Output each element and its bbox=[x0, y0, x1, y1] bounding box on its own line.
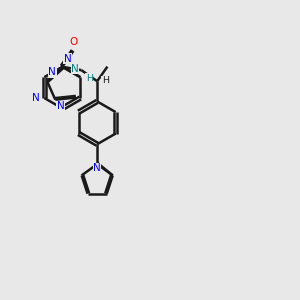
Text: N: N bbox=[32, 93, 40, 103]
Text: N: N bbox=[48, 67, 56, 77]
Text: O: O bbox=[69, 37, 77, 47]
Text: H: H bbox=[86, 74, 93, 83]
Text: N: N bbox=[93, 163, 101, 173]
Text: N: N bbox=[71, 64, 79, 74]
Text: N: N bbox=[64, 54, 71, 64]
Text: N: N bbox=[57, 101, 64, 111]
Text: H: H bbox=[102, 76, 109, 85]
